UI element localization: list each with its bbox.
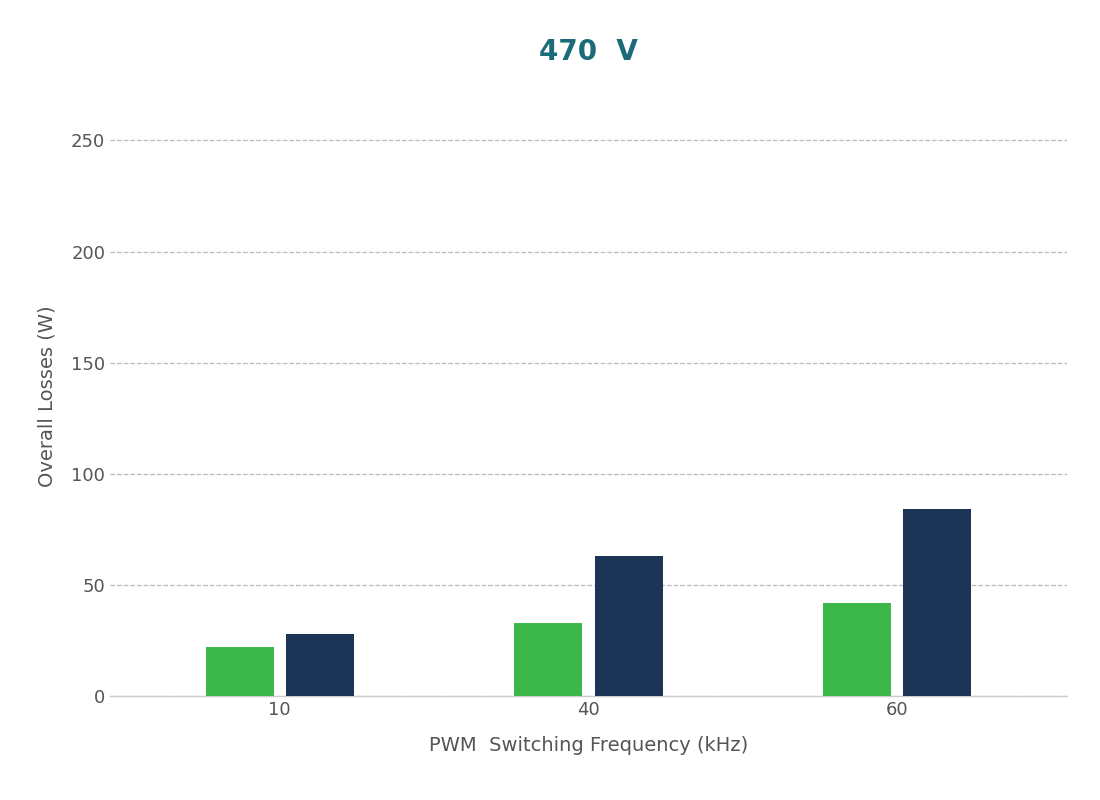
Bar <box>823 602 891 696</box>
Bar <box>286 634 354 696</box>
Bar <box>206 647 274 696</box>
Bar <box>515 622 582 696</box>
Text: 470  V: 470 V <box>539 38 638 66</box>
X-axis label: PWM  Switching Frequency (kHz): PWM Switching Frequency (kHz) <box>429 735 748 754</box>
Y-axis label: Overall Losses (W): Overall Losses (W) <box>39 305 57 487</box>
Bar <box>595 556 662 696</box>
Bar <box>903 510 971 696</box>
